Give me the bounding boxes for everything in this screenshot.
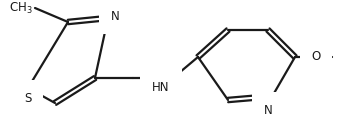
Text: S: S — [24, 92, 32, 105]
Text: CH$_3$: CH$_3$ — [9, 0, 33, 16]
Text: N: N — [264, 104, 272, 117]
Text: O: O — [311, 50, 321, 63]
Text: N: N — [111, 10, 120, 22]
Text: HN: HN — [152, 81, 170, 94]
